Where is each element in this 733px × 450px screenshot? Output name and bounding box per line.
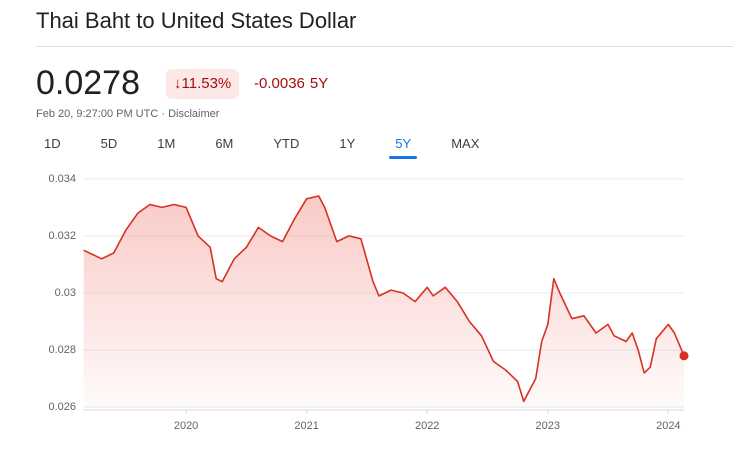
- x-tick-label: 2024: [656, 420, 680, 432]
- x-tick-label: 2020: [174, 420, 198, 432]
- last-point: [679, 351, 689, 361]
- y-tick-label: 0.032: [48, 230, 76, 242]
- y-tick-label: 0.034: [48, 173, 76, 185]
- price-line: [83, 195, 685, 403]
- divider: [36, 46, 733, 47]
- change-percent: 11.53%: [181, 75, 232, 92]
- range-tab[interactable]: 5D: [100, 136, 118, 151]
- timestamp: Feb 20, 9:27:00 PM UTC: [36, 108, 159, 120]
- timestamp-row: Feb 20, 9:27:00 PM UTC · Disclaimer: [36, 108, 219, 120]
- range-tabs: 1D 5D 1M 6M YTD 1Y 5Y MAX: [36, 136, 511, 159]
- page-title: Thai Baht to United States Dollar: [36, 8, 357, 33]
- separator: ·: [161, 108, 166, 120]
- range-tab[interactable]: 1M: [157, 136, 176, 151]
- change-value: -0.0036: [254, 75, 305, 92]
- x-tick-label: 2023: [536, 420, 560, 432]
- range-tab[interactable]: 5Y: [387, 136, 419, 159]
- change-badge: ↓11.53%: [166, 69, 240, 99]
- range-tab[interactable]: 6M: [215, 136, 234, 151]
- y-tick-label: 0.03: [55, 287, 76, 299]
- y-tick-label: 0.028: [48, 344, 76, 356]
- range-tab[interactable]: 1D: [44, 136, 61, 151]
- change: -0.0036 5Y: [254, 75, 328, 92]
- x-tick-label: 2021: [294, 420, 318, 432]
- range-tab[interactable]: MAX: [451, 136, 480, 151]
- range-tab[interactable]: 1Y: [339, 136, 356, 151]
- range-tab[interactable]: YTD: [273, 136, 300, 151]
- price: 0.0278: [36, 64, 140, 102]
- y-tick-label: 0.026: [48, 401, 76, 413]
- x-tick-label: 2022: [415, 420, 439, 432]
- change-period: 5Y: [309, 75, 329, 92]
- area-fill: [83, 196, 685, 410]
- disclaimer[interactable]: Disclaimer: [168, 108, 220, 120]
